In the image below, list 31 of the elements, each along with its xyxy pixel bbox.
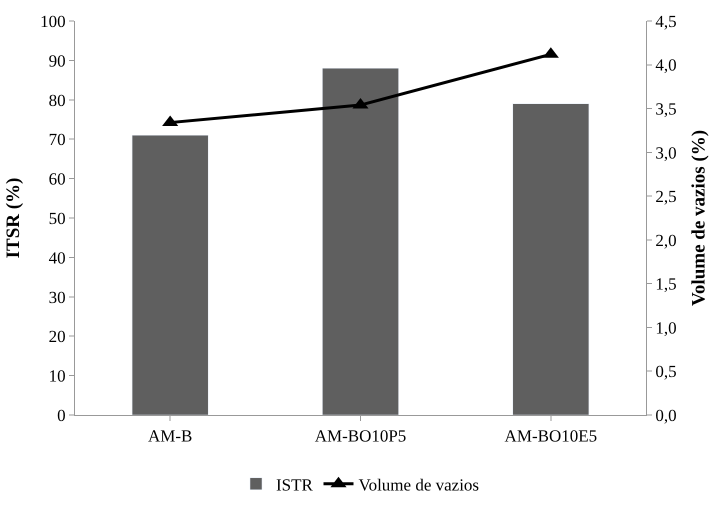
y2-tick-label: 2,5	[655, 187, 677, 206]
y-tick-label: 0	[57, 406, 66, 425]
legend-label: ISTR	[276, 475, 314, 494]
y-axis-title: ITSR (%)	[2, 178, 24, 258]
y2-tick-label: 3,5	[655, 100, 677, 119]
y-tick-label: 40	[48, 248, 66, 268]
y-tick-label: 20	[48, 327, 66, 346]
y-tick-label: 90	[48, 51, 66, 70]
y-tick-label: 80	[48, 90, 66, 110]
y2-tick-label: 1,0	[655, 318, 677, 338]
y2-tick-label: 1,5	[655, 274, 677, 294]
y2-tick-label: 4,5	[655, 12, 677, 31]
y2-tick-label: 3,0	[655, 143, 677, 162]
x-tick-label: AM-B	[148, 426, 192, 446]
x-tick-label: AM-BO10E5	[504, 426, 598, 446]
bar	[132, 135, 208, 415]
legend-label: Volume de vazios	[358, 475, 480, 494]
y-tick-label: 60	[48, 170, 66, 189]
bar	[512, 103, 590, 415]
y2-tick-label: 0,0	[655, 406, 677, 425]
y-tick-label: 70	[48, 130, 66, 150]
y-tick-label: 50	[48, 208, 66, 228]
y-tick-label: 100	[40, 12, 66, 31]
bar	[322, 68, 399, 415]
y2-axis-title: Volume de vazios (%)	[688, 130, 710, 306]
y2-tick-label: 4,0	[655, 56, 677, 75]
y2-tick-label: 2,0	[655, 230, 677, 250]
y2-tick-label: 0,5	[655, 362, 677, 382]
y-tick-label: 10	[48, 366, 66, 386]
y-tick-label: 30	[48, 288, 66, 307]
x-tick-label: AM-BO10P5	[314, 426, 406, 446]
